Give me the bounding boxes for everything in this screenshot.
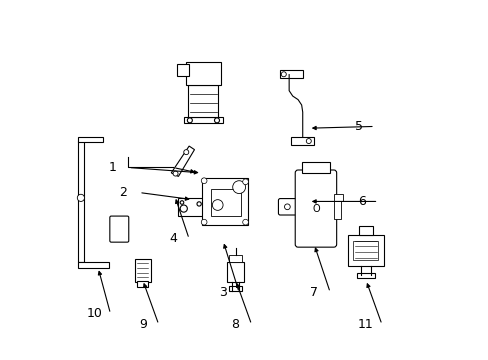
FancyBboxPatch shape (137, 281, 148, 287)
FancyBboxPatch shape (229, 287, 242, 291)
Text: 5: 5 (354, 120, 362, 133)
Circle shape (284, 204, 290, 210)
Text: 6: 6 (358, 195, 366, 208)
FancyBboxPatch shape (290, 137, 313, 145)
FancyBboxPatch shape (183, 117, 223, 123)
FancyBboxPatch shape (280, 70, 303, 78)
Text: 3: 3 (219, 286, 226, 299)
Circle shape (242, 219, 248, 225)
Text: 7: 7 (309, 286, 318, 299)
Circle shape (232, 181, 245, 194)
FancyBboxPatch shape (347, 235, 383, 266)
FancyBboxPatch shape (188, 85, 218, 117)
FancyBboxPatch shape (201, 178, 247, 225)
Circle shape (201, 178, 206, 184)
Circle shape (201, 219, 206, 225)
FancyBboxPatch shape (353, 241, 378, 260)
FancyBboxPatch shape (110, 216, 128, 242)
Circle shape (212, 200, 223, 210)
FancyBboxPatch shape (78, 141, 83, 262)
FancyBboxPatch shape (302, 162, 329, 173)
FancyBboxPatch shape (226, 262, 244, 282)
Circle shape (173, 171, 178, 176)
Text: 8: 8 (231, 318, 239, 331)
Text: O: O (311, 203, 319, 213)
Circle shape (197, 202, 201, 206)
Circle shape (187, 118, 192, 123)
Text: 1: 1 (108, 161, 116, 174)
Circle shape (214, 118, 219, 123)
Polygon shape (171, 146, 194, 176)
FancyBboxPatch shape (78, 137, 103, 143)
Circle shape (180, 205, 187, 212)
Circle shape (281, 72, 285, 77)
Circle shape (180, 201, 183, 204)
FancyBboxPatch shape (358, 226, 372, 235)
Circle shape (305, 139, 311, 144)
Text: 2: 2 (119, 186, 127, 199)
Text: 4: 4 (169, 233, 177, 246)
FancyBboxPatch shape (78, 262, 108, 267)
Circle shape (77, 194, 84, 202)
FancyBboxPatch shape (333, 202, 340, 219)
FancyBboxPatch shape (176, 64, 189, 76)
FancyBboxPatch shape (295, 170, 336, 247)
FancyBboxPatch shape (278, 199, 313, 215)
Circle shape (242, 179, 248, 185)
Circle shape (302, 204, 307, 210)
FancyBboxPatch shape (210, 189, 241, 216)
Text: 10: 10 (86, 307, 102, 320)
Text: 11: 11 (357, 318, 373, 331)
FancyBboxPatch shape (178, 198, 206, 216)
FancyBboxPatch shape (229, 255, 242, 262)
Text: 9: 9 (139, 318, 146, 331)
FancyBboxPatch shape (135, 258, 150, 282)
FancyBboxPatch shape (185, 62, 221, 85)
FancyBboxPatch shape (333, 194, 342, 202)
Circle shape (183, 150, 188, 155)
FancyBboxPatch shape (356, 273, 374, 278)
